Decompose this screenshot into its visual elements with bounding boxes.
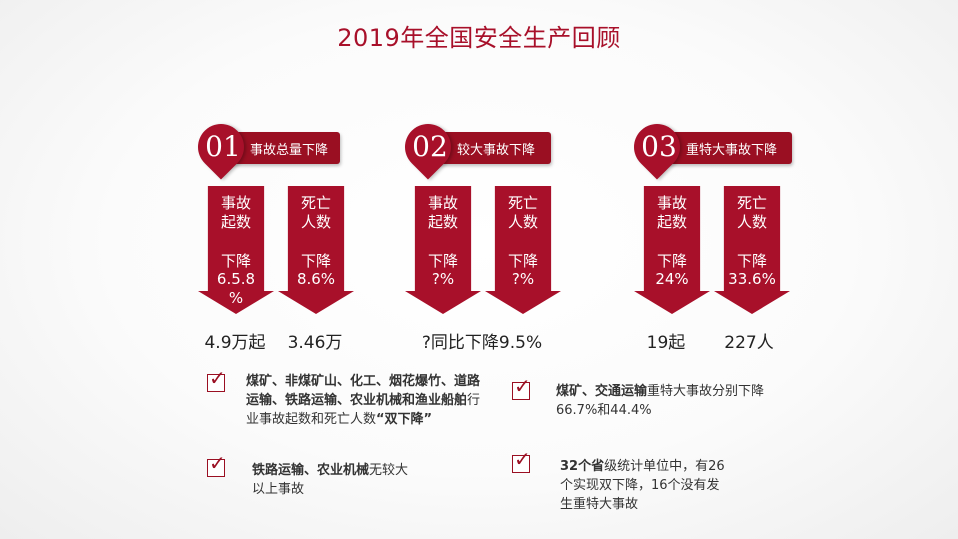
arrow-decline-value: 24% <box>655 270 689 288</box>
down-arrow-accidents: 事故 起数 下降 24% <box>634 186 710 314</box>
note-coal-transport: 煤矿、交通运输重特大事故分别下降66.7%和44.4% <box>556 382 796 420</box>
accident-count-value: 19起 <box>646 333 686 353</box>
section-label: 较大事故下降 <box>457 143 536 158</box>
death-count-value: 3.46万 <box>287 333 343 353</box>
note-bold-suffix: “双下降” <box>376 412 433 427</box>
arrow-decline-value: 8.6% <box>296 270 336 288</box>
group-total-accidents: 01 事故总量下降 事故 起数 下降 6.5.8 % 死亡 人数 下降 8.6%… <box>188 114 418 364</box>
down-arrow-deaths: 死亡 人数 下降 ?% <box>485 186 561 314</box>
section-header-02: 02 较大事故下降 <box>395 114 551 180</box>
arrow-decline-label: 下降 <box>507 252 538 270</box>
down-arrow-deaths: 死亡 人数 下降 8.6% <box>278 186 354 314</box>
arrow-heading: 事故 起数 <box>656 194 687 231</box>
death-count-value: 227人 <box>724 333 774 353</box>
down-arrow-accidents: 事故 起数 下降 6.5.8 % <box>198 186 274 314</box>
accident-count-value: 4.9万起 <box>204 333 266 353</box>
arrow-heading: 事故 起数 <box>427 194 458 231</box>
down-arrow-deaths: 死亡 人数 下降 33.6% <box>714 186 790 314</box>
checkbox-icon: ✓ <box>512 447 531 473</box>
section-label: 事故总量下降 <box>250 143 329 158</box>
group-serious-accidents: 03 重特大事故下降 事故 起数 下降 24% 死亡 人数 下降 33.6% 1… <box>624 114 854 364</box>
arrow-heading: 死亡 人数 <box>507 194 538 231</box>
arrow-decline-label: 下降 <box>300 252 331 270</box>
note-bold: 煤矿、非煤矿山、化工、烟花爆竹、道路运输、铁路运输、农业机械和渔业船舶 <box>246 374 481 408</box>
arrow-decline-value: ?% <box>431 270 455 288</box>
note-text: 重特大事故分别下降66.7%和44.4% <box>556 384 765 418</box>
note-bold: 32个省 <box>560 459 605 474</box>
arrow-decline-label: 下降 <box>427 252 458 270</box>
note-railway: 铁路运输、农业机械无较大以上事故 <box>252 461 412 499</box>
arrow-decline-value: 6.5.8 % <box>216 270 256 307</box>
arrow-heading: 事故 起数 <box>220 194 251 231</box>
page-title: 2019年全国安全生产回顾 <box>337 24 621 52</box>
arrow-heading: 死亡 人数 <box>300 194 331 231</box>
arrow-decline-label: 下降 <box>736 252 767 270</box>
arrow-decline-value: 33.6% <box>728 270 776 288</box>
arrow-decline-label: 下降 <box>656 252 687 270</box>
checkbox-icon: ✓ <box>207 451 226 477</box>
down-arrow-accidents: 事故 起数 下降 ?% <box>405 186 481 314</box>
note-text: 行业事故起数和死亡人数 <box>246 393 481 427</box>
note-industries: 煤矿、非煤矿山、化工、烟花爆竹、道路运输、铁路运输、农业机械和渔业船舶行业事故起… <box>246 372 486 429</box>
arrow-heading: 死亡 人数 <box>736 194 767 231</box>
section-header-03: 03 重特大事故下降 <box>624 114 792 180</box>
yoy-decline-value: ?同比下降9.5% <box>421 333 543 353</box>
arrow-decline-label: 下降 <box>220 252 251 270</box>
section-number: 02 <box>412 130 448 163</box>
arrow-decline-value: ?% <box>511 270 535 288</box>
note-bold: 铁路运输、农业机械 <box>252 463 370 478</box>
checkbox-icon: ✓ <box>512 374 531 400</box>
section-label: 重特大事故下降 <box>686 143 778 158</box>
section-header-01: 01 事故总量下降 <box>188 114 340 180</box>
checkbox-icon: ✓ <box>207 366 226 392</box>
note-bold: 煤矿、交通运输 <box>556 384 648 399</box>
group-major-accidents: 02 较大事故下降 事故 起数 下降 ?% 死亡 人数 下降 ?% ?同比下降9… <box>395 114 625 364</box>
note-text: 级统计单位中，有26个实现双下降，16个没有发生重特大事故 <box>560 459 725 512</box>
note-provinces: 32个省级统计单位中，有26个实现双下降，16个没有发生重特大事故 <box>560 457 732 514</box>
note-text: 无较大以上事故 <box>252 463 409 497</box>
section-number: 01 <box>205 130 241 163</box>
section-number: 03 <box>641 130 677 163</box>
